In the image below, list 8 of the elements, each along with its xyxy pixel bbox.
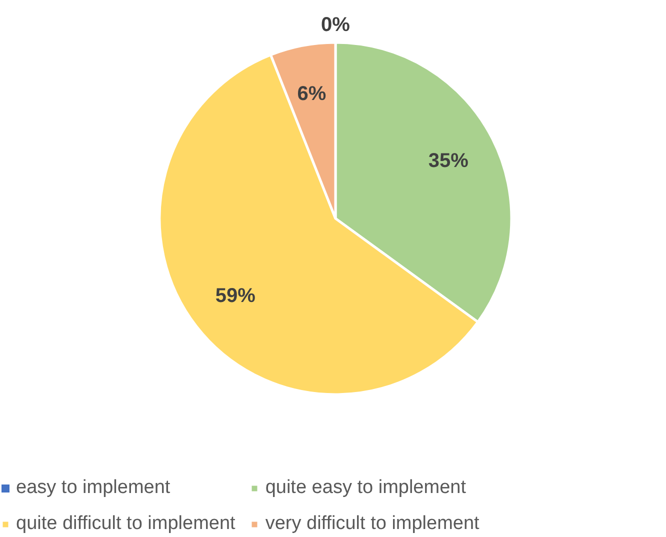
data-label: 6% (297, 83, 326, 106)
legend-label: easy to implement (16, 477, 170, 499)
legend-label: quite difficult to implement (16, 513, 236, 535)
legend-label: quite easy to implement (265, 477, 466, 499)
text: 0% (321, 14, 350, 36)
data-label: 35% (428, 150, 469, 172)
legend-label: very difficult to implement (265, 513, 480, 535)
data-label: 59% (215, 285, 256, 308)
